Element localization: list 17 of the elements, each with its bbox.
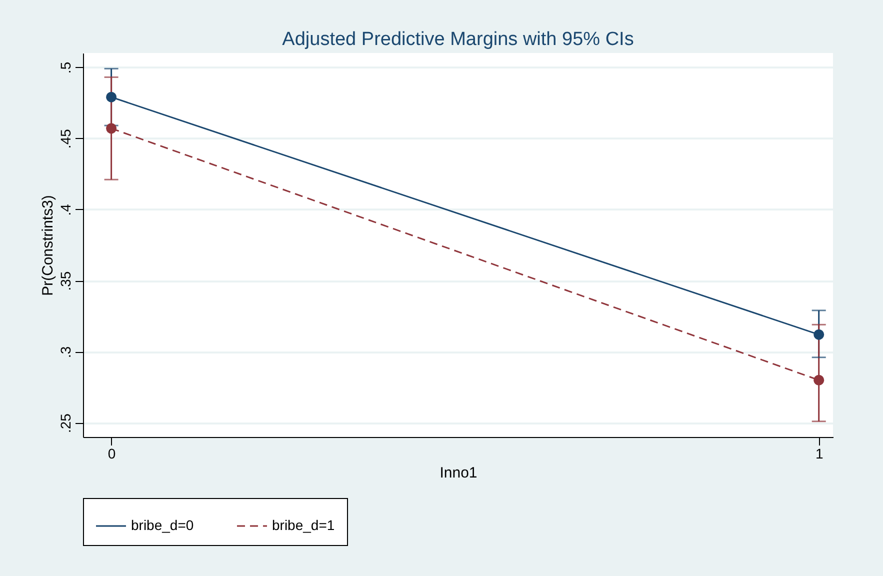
y-tick-label: .5 [58, 62, 74, 74]
legend-label: bribe_d=1 [272, 517, 335, 533]
y-tick-label: .25 [58, 413, 74, 434]
y-tick-label: .35 [58, 271, 74, 291]
x-tick-label: 0 [108, 446, 116, 462]
point [814, 329, 824, 340]
chart-title: Adjusted Predictive Margins with 95% CIs [282, 29, 634, 50]
y-tick-label: .45 [58, 128, 74, 149]
y-axis-title: Pr(Constrints3) [40, 195, 56, 296]
x-axis-title: Inno1 [440, 464, 478, 482]
x-tick-label: 1 [815, 446, 824, 462]
legend-label: bribe_d=0 [131, 517, 194, 533]
y-tick-label: .4 [58, 204, 74, 216]
point [106, 92, 117, 102]
point [814, 374, 824, 386]
y-tick-label: .3 [58, 346, 74, 358]
point [106, 123, 117, 134]
